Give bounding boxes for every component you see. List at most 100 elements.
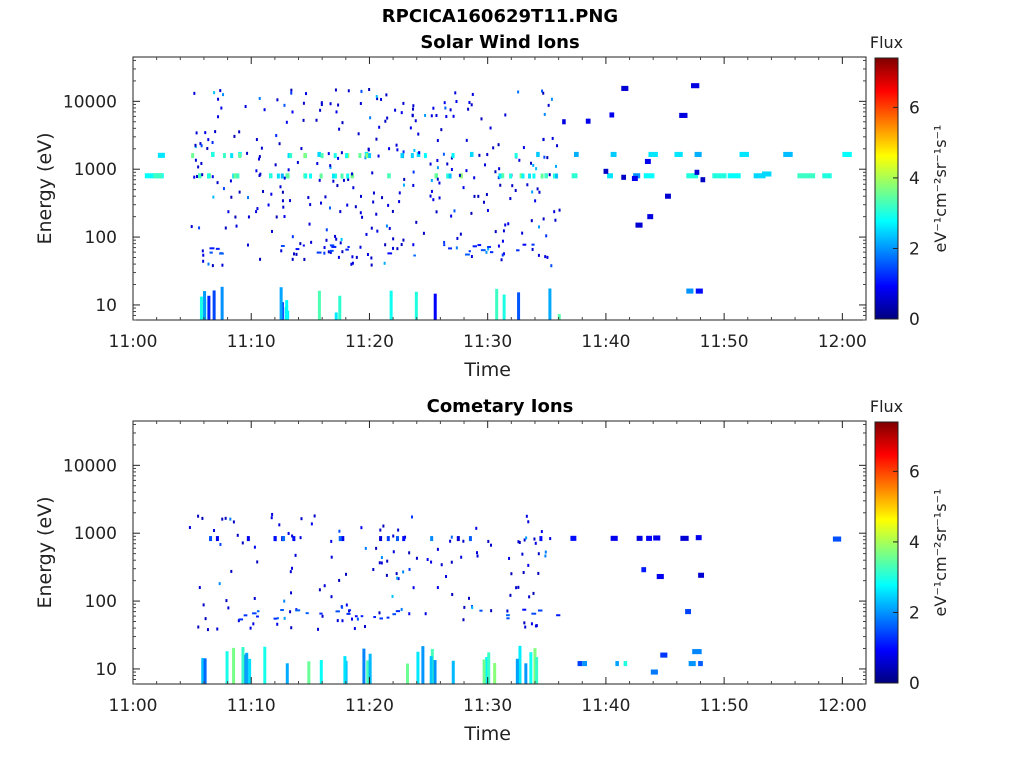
flux-cell: [237, 619, 240, 623]
flux-cell: [544, 554, 547, 558]
flux-cell: [204, 131, 207, 135]
flux-cell: [157, 152, 165, 158]
flux-cell: [509, 197, 512, 201]
flux-cell: [310, 240, 313, 244]
flux-cell: [462, 539, 465, 543]
flux-cell: [436, 586, 439, 590]
flux-cell: [546, 156, 549, 160]
flux-cell: [511, 184, 514, 188]
flux-cell: [695, 288, 703, 294]
flux-cell: [348, 609, 352, 612]
x-tick-label: 11:00: [109, 332, 158, 352]
flux-cell: [534, 624, 537, 628]
flux-cell: [255, 210, 258, 214]
flux-cell: [238, 130, 241, 134]
flux-cell: [241, 647, 245, 684]
flux-cell: [532, 591, 535, 595]
flux-cell: [392, 246, 395, 250]
flux-cell: [530, 219, 533, 223]
flux-cell: [392, 550, 395, 554]
flux-cell: [424, 113, 427, 117]
flux-cell: [270, 192, 273, 196]
flux-cell: [233, 134, 236, 138]
flux-cell: [783, 151, 793, 157]
panel-title-solar-wind: Solar Wind Ions: [420, 32, 580, 53]
flux-cell: [216, 181, 219, 185]
flux-cell: [492, 146, 495, 150]
flux-cell: [478, 153, 481, 157]
flux-cell: [385, 573, 388, 577]
flux-cell: [471, 92, 474, 96]
flux-cell: [542, 91, 545, 95]
y-tick-label: 100: [85, 592, 117, 612]
flux-cell: [378, 561, 381, 565]
flux-cell: [255, 169, 258, 173]
flux-cell: [538, 190, 541, 194]
flux-cell: [280, 609, 284, 612]
flux-cell: [280, 173, 284, 179]
flux-cell: [504, 223, 507, 227]
flux-cell: [309, 173, 313, 179]
flux-cell: [698, 572, 705, 578]
flux-cell: [270, 516, 273, 520]
flux-cell: [283, 215, 286, 219]
flux-cell: [429, 194, 432, 198]
flux-cell: [241, 541, 244, 545]
flux-cell: [641, 567, 647, 573]
flux-cell: [395, 572, 398, 576]
flux-cell: [454, 91, 457, 95]
flux-cell: [289, 610, 292, 614]
flux-cell: [540, 173, 544, 179]
flux-cell: [398, 191, 401, 195]
flux-cell: [324, 195, 327, 199]
flux-cell: [497, 244, 500, 248]
flux-cell: [523, 621, 526, 625]
flux-cell: [316, 162, 319, 166]
y-tick-label: 10000: [63, 456, 117, 476]
flux-cell: [252, 612, 257, 615]
flux-cell: [303, 257, 306, 261]
flux-cell: [456, 236, 459, 240]
flux-cell: [232, 647, 236, 684]
flux-cell: [290, 91, 293, 95]
flux-cell: [378, 125, 381, 129]
flux-cell: [387, 173, 391, 179]
flux-cell: [445, 575, 448, 579]
flux-cell: [230, 195, 233, 199]
flux-cell: [395, 536, 399, 542]
flux-cell: [761, 171, 772, 177]
flux-cell: [200, 144, 203, 148]
flux-cell: [507, 222, 510, 226]
flux-cell: [365, 232, 368, 236]
flux-cell: [346, 612, 351, 615]
flux-cell: [274, 163, 277, 167]
flux-cell: [225, 651, 229, 684]
flux-cell: [287, 531, 290, 535]
flux-cell: [213, 91, 216, 95]
flux-cell: [435, 210, 438, 214]
flux-cell: [203, 291, 207, 320]
flux-cell: [229, 517, 232, 521]
flux-cell: [490, 543, 493, 547]
x-tick-label: 12:00: [818, 332, 867, 352]
flux-cell: [216, 627, 219, 631]
flux-cell: [341, 605, 344, 609]
flux-cell: [694, 151, 702, 157]
flux-cell: [487, 539, 490, 543]
flux-cell: [521, 231, 524, 235]
flux-cell: [248, 658, 252, 684]
flux-cell: [544, 255, 547, 259]
flux-cell: [373, 616, 376, 619]
flux-cell: [504, 113, 507, 117]
flux-cell: [279, 287, 283, 320]
flux-cell: [318, 588, 321, 592]
flux-cell: [351, 261, 354, 265]
y-tick-label: 1000: [74, 524, 117, 544]
flux-cell: [340, 151, 343, 155]
flux-cell: [650, 669, 658, 675]
flux-cell: [443, 101, 446, 105]
flux-cell: [336, 184, 339, 188]
flux-cell: [517, 90, 520, 94]
colorbar-title: Flux: [870, 397, 903, 416]
flux-cell: [502, 252, 505, 256]
